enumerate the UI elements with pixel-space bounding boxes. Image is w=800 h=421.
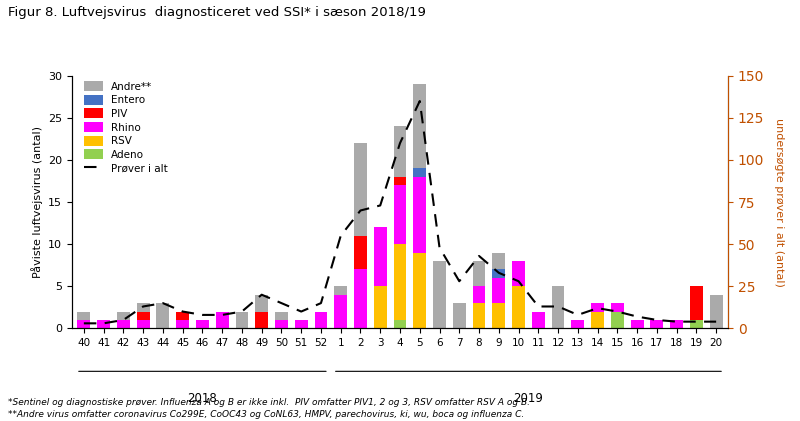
- Bar: [552, 286, 565, 328]
- Bar: [414, 84, 426, 168]
- Text: 2018: 2018: [187, 392, 218, 405]
- Bar: [492, 278, 506, 303]
- Y-axis label: Påviste luftvejsvirus (antal): Påviste luftvejsvirus (antal): [30, 126, 42, 278]
- Bar: [275, 312, 288, 320]
- Bar: [492, 303, 506, 328]
- Bar: [117, 320, 130, 328]
- Bar: [670, 320, 683, 328]
- Bar: [453, 303, 466, 328]
- Bar: [394, 244, 406, 320]
- Bar: [354, 143, 367, 236]
- Bar: [354, 236, 367, 269]
- Bar: [374, 286, 386, 328]
- Bar: [137, 312, 150, 320]
- Bar: [394, 126, 406, 177]
- Bar: [433, 261, 446, 328]
- Bar: [157, 303, 170, 328]
- Bar: [255, 312, 268, 328]
- Bar: [650, 320, 663, 328]
- Bar: [235, 312, 248, 328]
- Bar: [512, 286, 525, 328]
- Bar: [394, 177, 406, 185]
- Bar: [334, 286, 347, 295]
- Bar: [294, 320, 308, 328]
- Bar: [97, 320, 110, 328]
- Y-axis label: undersøgte prøver i alt (antal): undersøgte prøver i alt (antal): [774, 117, 783, 287]
- Text: Figur 8. Luftvejsvirus  diagnosticeret ved SSI* i sæson 2018/19: Figur 8. Luftvejsvirus diagnosticeret ve…: [8, 6, 426, 19]
- Bar: [414, 168, 426, 177]
- Bar: [591, 312, 604, 328]
- Bar: [473, 286, 486, 303]
- Bar: [532, 312, 545, 328]
- Bar: [414, 177, 426, 253]
- Bar: [512, 261, 525, 286]
- Bar: [611, 303, 624, 312]
- Bar: [690, 286, 703, 320]
- Bar: [216, 312, 229, 328]
- Bar: [354, 269, 367, 328]
- Bar: [78, 320, 90, 328]
- Bar: [176, 312, 189, 320]
- Bar: [473, 303, 486, 328]
- Bar: [710, 295, 722, 328]
- Bar: [275, 320, 288, 328]
- Bar: [591, 303, 604, 312]
- Bar: [630, 320, 643, 328]
- Bar: [473, 261, 486, 286]
- Bar: [571, 320, 584, 328]
- Bar: [314, 312, 327, 328]
- Bar: [374, 227, 386, 286]
- Legend: Andre**, Entero, PIV, Rhino, RSV, Adeno, Prøver i alt: Andre**, Entero, PIV, Rhino, RSV, Adeno,…: [84, 81, 168, 173]
- Text: **Andre virus omfatter coronavirus Co299E, CoOC43 og CoNL63, HMPV, parechovirus,: **Andre virus omfatter coronavirus Co299…: [8, 410, 524, 419]
- Bar: [611, 312, 624, 328]
- Bar: [117, 312, 130, 320]
- Bar: [176, 320, 189, 328]
- Bar: [78, 312, 90, 320]
- Bar: [255, 295, 268, 312]
- Text: *Sentinel og diagnostiske prøver. Influenza A og B er ikke inkl.  PIV omfatter P: *Sentinel og diagnostiske prøver. Influe…: [8, 398, 530, 407]
- Bar: [137, 303, 150, 312]
- Bar: [394, 320, 406, 328]
- Bar: [394, 185, 406, 244]
- Bar: [492, 269, 506, 278]
- Bar: [196, 320, 209, 328]
- Bar: [690, 320, 703, 328]
- Bar: [137, 320, 150, 328]
- Bar: [334, 295, 347, 328]
- Bar: [414, 253, 426, 328]
- Text: 2019: 2019: [514, 392, 543, 405]
- Bar: [492, 253, 506, 269]
